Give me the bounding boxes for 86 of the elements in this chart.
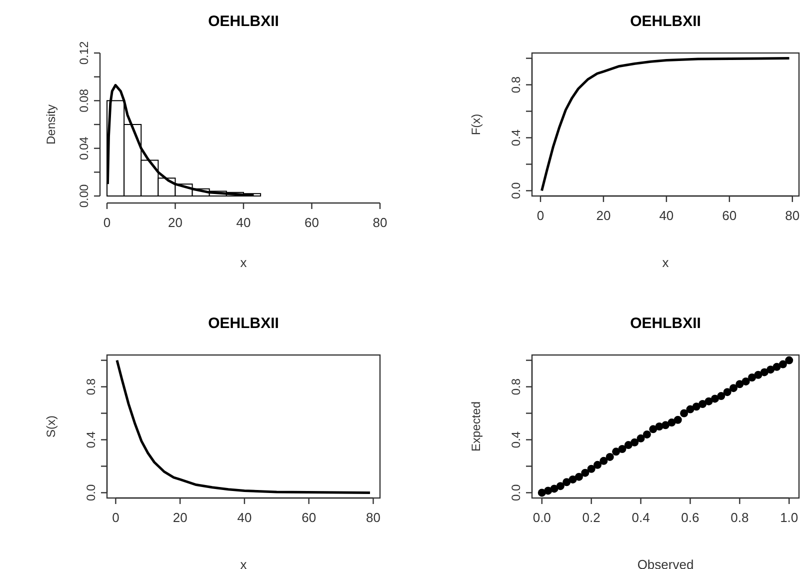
chart-title: OEHLBXII	[208, 315, 279, 332]
point	[587, 464, 596, 473]
point	[642, 430, 651, 438]
line-series	[116, 359, 372, 494]
chart-title: OEHLBXII	[630, 315, 701, 332]
point	[736, 380, 744, 388]
point	[754, 370, 762, 379]
x-tick-label: 0.0	[532, 510, 551, 525]
x-tick-label: 20	[168, 215, 182, 230]
x-tick-label: 1.0	[780, 510, 798, 525]
point	[618, 445, 626, 454]
point	[778, 360, 787, 368]
point	[766, 366, 775, 374]
x-axis-title: x	[240, 557, 248, 569]
y-axis-title: Density	[44, 104, 58, 145]
point	[556, 482, 564, 490]
x-tick-label: 40	[237, 510, 252, 525]
x-axis-title: x	[240, 255, 248, 270]
y-tick-label: 0.4	[509, 129, 523, 146]
point	[544, 486, 552, 495]
x-tick-label: 0.4	[632, 510, 650, 525]
x-tick-label: 60	[304, 215, 319, 230]
point	[717, 392, 726, 400]
point	[668, 418, 676, 427]
point	[600, 456, 608, 465]
point	[692, 402, 700, 411]
y-tick-label: 0.8	[509, 76, 523, 94]
point	[649, 425, 658, 434]
point	[562, 478, 571, 486]
point	[760, 368, 768, 376]
point	[574, 472, 583, 481]
x-tick-label: 80	[785, 208, 800, 223]
point	[698, 400, 707, 408]
y-tick-label: 0.0	[84, 484, 98, 502]
y-tick-label: 0.08	[77, 88, 91, 112]
point	[568, 475, 577, 484]
point	[630, 438, 639, 446]
y-tick-label: 0.4	[84, 431, 98, 448]
y-tick-label: 0.0	[509, 484, 523, 502]
chart-title: OEHLBXII	[630, 13, 701, 30]
point	[550, 484, 558, 493]
chart-title: OEHLBXII	[208, 13, 279, 30]
y-tick-label: 0.4	[509, 431, 523, 448]
point	[710, 394, 719, 403]
x-tick-label: 60	[722, 208, 737, 223]
y-tick-label: 0.00	[77, 184, 91, 208]
y-axis-title: Expected	[469, 401, 483, 452]
x-tick-label: 0.2	[582, 510, 600, 525]
y-tick-label: 0.12	[77, 41, 91, 65]
point	[674, 416, 682, 424]
x-axis-title: x	[662, 255, 670, 270]
x-axis-title: Observed	[637, 557, 694, 569]
x-tick-label: 40	[659, 208, 674, 223]
x-tick-label: 40	[236, 215, 251, 230]
x-tick-label: 0	[112, 510, 120, 525]
y-tick-label: 0.8	[84, 378, 98, 396]
point	[742, 377, 750, 386]
point	[748, 374, 756, 382]
y-axis-title: S(x)	[44, 416, 58, 438]
point	[594, 460, 602, 469]
x-tick-label: 0	[103, 215, 111, 230]
x-tick-label: 80	[372, 215, 388, 230]
point	[624, 441, 632, 450]
y-tick-label: 0.8	[509, 378, 523, 396]
point	[686, 405, 694, 414]
point	[772, 362, 781, 371]
point	[662, 421, 670, 430]
point	[723, 388, 732, 396]
point	[636, 434, 645, 442]
x-tick-label: 60	[302, 510, 316, 525]
y-axis-title: F(x)	[469, 114, 483, 136]
x-tick-label: 20	[172, 510, 188, 525]
point	[785, 356, 794, 364]
line-series	[540, 57, 790, 192]
x-tick-label: 20	[596, 208, 611, 223]
y-tick-label: 0.04	[77, 136, 91, 160]
point	[606, 452, 614, 461]
point	[729, 384, 738, 392]
point	[680, 409, 688, 418]
y-tick-label: 0.0	[509, 182, 523, 200]
x-tick-label: 0	[536, 208, 544, 223]
point	[581, 468, 590, 477]
x-tick-label: 80	[366, 510, 380, 525]
point	[612, 448, 620, 456]
x-tick-label: 0.6	[681, 510, 700, 525]
x-tick-label: 0.8	[730, 510, 749, 525]
